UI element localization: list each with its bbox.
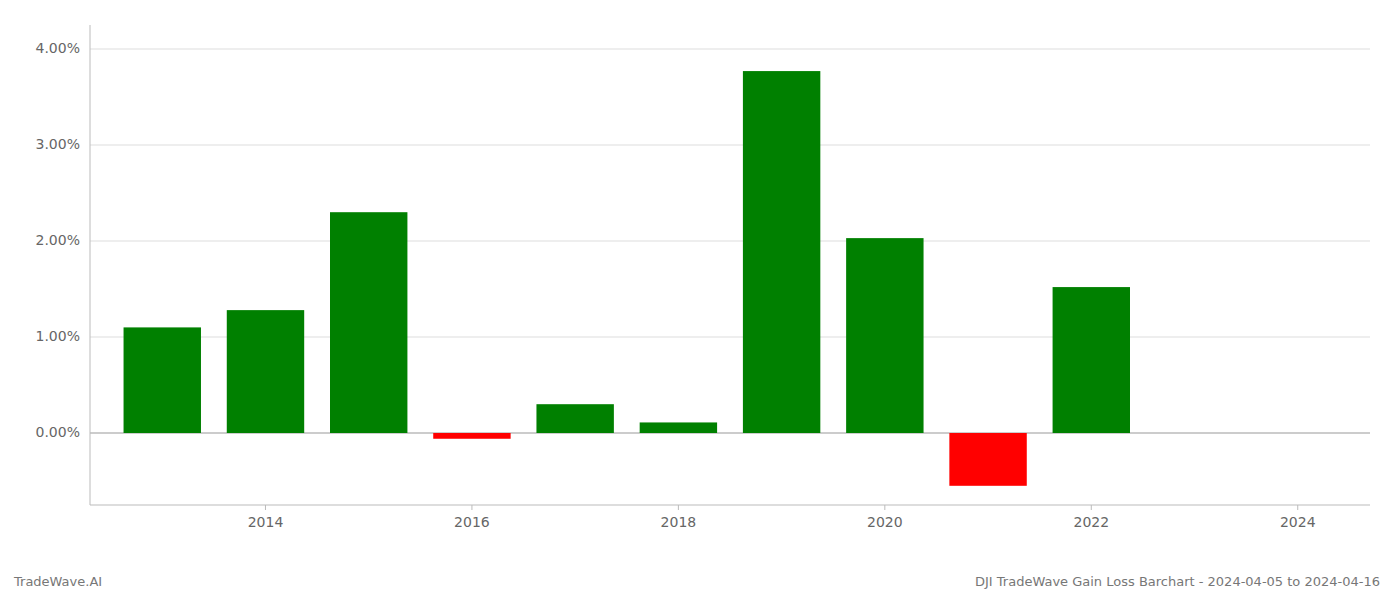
bar [124, 327, 201, 433]
y-tick-label: 3.00% [36, 136, 80, 152]
bar [227, 310, 304, 433]
x-tick-label: 2022 [1073, 514, 1109, 530]
x-tick [884, 505, 885, 510]
chart-container: 0.00% 1.00% 2.00% 3.00% 4.00% 2014 2016 2018 202… [0, 0, 1400, 600]
x-ticks: 2014 2016 2018 2020 2022 2024 [248, 505, 1316, 530]
y-tick-label: 2.00% [36, 232, 80, 248]
x-tick-label: 2014 [248, 514, 284, 530]
x-tick-label: 2020 [867, 514, 903, 530]
x-tick [1297, 505, 1298, 510]
x-tick-label: 2018 [661, 514, 697, 530]
bar [1156, 433, 1233, 434]
watermark: TradeWave.AI [13, 574, 102, 589]
grid-line [90, 49, 1370, 50]
y-tick-labels: 0.00% 1.00% 2.00% 3.00% 4.00% [36, 40, 80, 440]
y-grid [90, 49, 1370, 433]
y-axis-line [90, 25, 91, 505]
x-tick [471, 505, 472, 510]
x-tick [265, 505, 266, 510]
chart-title: DJI TradeWave Gain Loss Barchart - 2024-… [975, 574, 1380, 589]
x-tick-label: 2016 [454, 514, 490, 530]
y-tick-label: 0.00% [36, 424, 80, 440]
bar [846, 238, 923, 433]
bar [640, 422, 717, 433]
bar [433, 433, 510, 439]
x-tick [678, 505, 679, 510]
grid-line [90, 145, 1370, 146]
bar [743, 71, 820, 433]
y-tick-label: 1.00% [36, 328, 80, 344]
x-tick-label: 2024 [1280, 514, 1316, 530]
grid-line [90, 241, 1370, 242]
bar [949, 433, 1026, 486]
chart-svg: 0.00% 1.00% 2.00% 3.00% 4.00% 2014 2016 2018 202… [0, 0, 1400, 600]
bars [124, 71, 1130, 486]
y-tick-label: 4.00% [36, 40, 80, 56]
bar [330, 212, 407, 433]
bar [1053, 287, 1130, 433]
x-axis-line [90, 505, 1370, 506]
x-tick [1091, 505, 1092, 510]
bar [536, 404, 613, 433]
